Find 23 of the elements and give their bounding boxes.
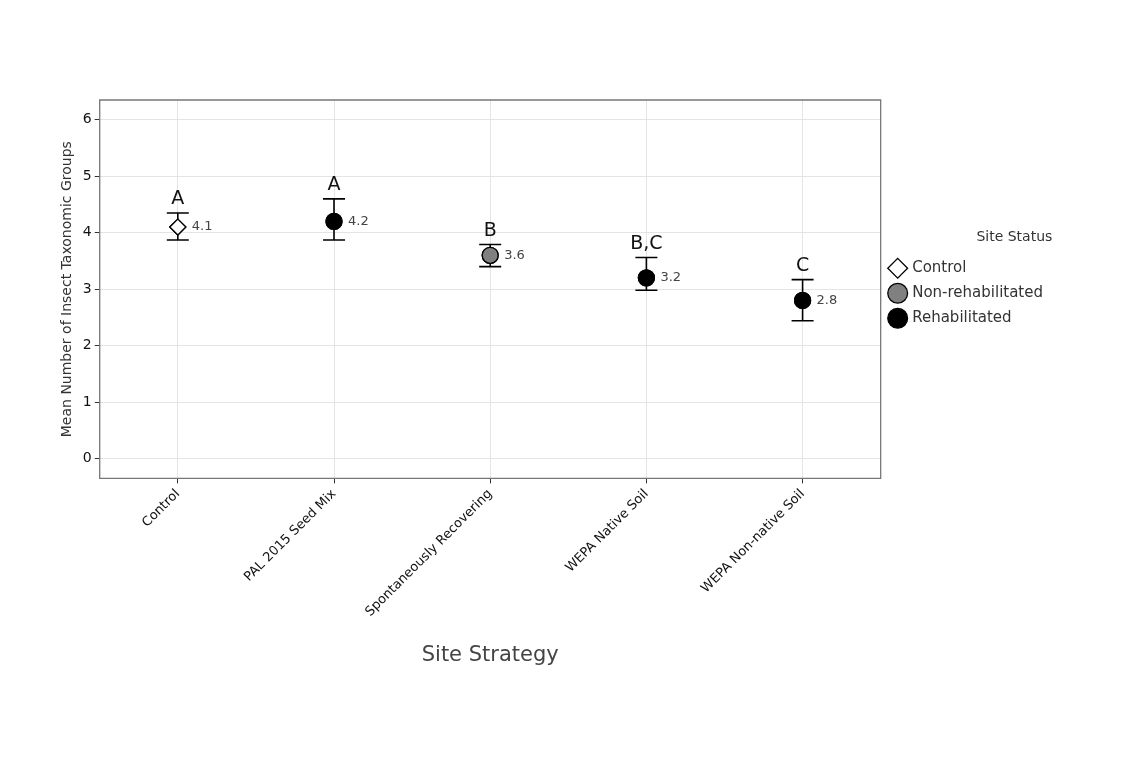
data-label: 3.6 [504, 246, 525, 262]
y-tick-label: 6 [82, 110, 92, 127]
y-tick-label: 1 [82, 392, 92, 409]
legend-label: Rehabilitated [912, 308, 1012, 327]
y-tick-label: 3 [82, 279, 92, 296]
annotation: B,C [630, 231, 663, 253]
legend-label: Non-rehabilitated [912, 283, 1043, 302]
annotation: A [171, 186, 185, 209]
y-tick-label: 5 [82, 166, 92, 183]
data-label: 4.1 [191, 218, 213, 234]
annotation: B [483, 218, 497, 241]
x-axis-title: Site Strategy [421, 641, 559, 666]
legend-title: Site Status [976, 227, 1053, 244]
y-tick-label: 4 [82, 223, 92, 240]
annotation: A [327, 172, 341, 195]
y-tick-label: 0 [82, 449, 92, 466]
legend-label: Control [912, 258, 967, 277]
data-label: 3.2 [660, 269, 682, 285]
annotation: C [795, 253, 810, 276]
y-tick-label: 2 [82, 336, 92, 353]
data-label: 4.2 [348, 212, 369, 228]
data-label: 2.8 [816, 291, 838, 307]
y-axis-title: Mean Number of Insect Taxonomic Groups [58, 141, 75, 438]
